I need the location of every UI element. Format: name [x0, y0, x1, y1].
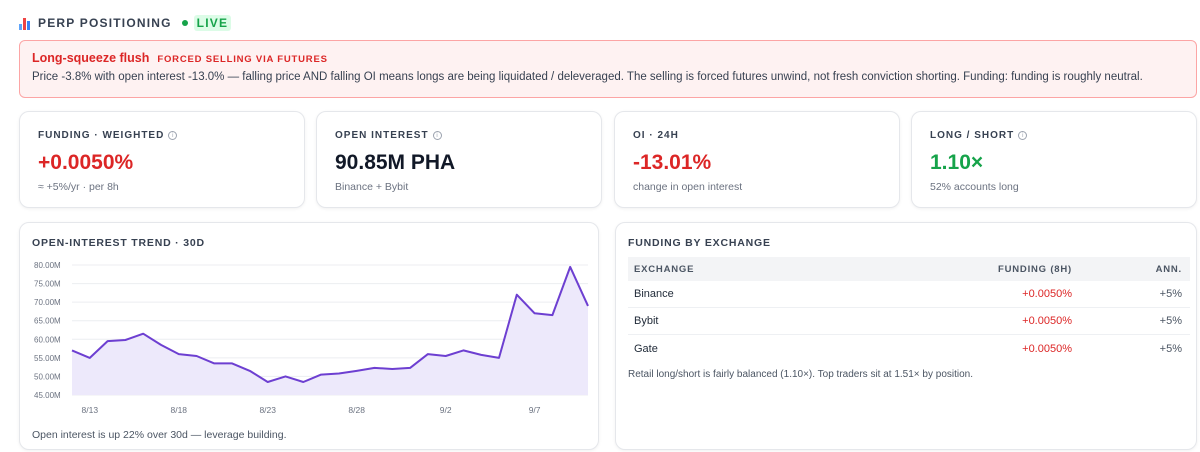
kpi-card-oi-24h: OI · 24H -13.01% change in open interest	[614, 111, 900, 208]
y-tick-label: 50.00M	[34, 372, 61, 381]
y-tick-label: 65.00M	[34, 317, 61, 326]
live-dot-icon	[181, 20, 188, 26]
retail-note: Retail long/short is fairly balanced (1.…	[628, 369, 974, 380]
oi-trend-chart: 80.00M 75.00M 70.00M 65.00M 60.00M 55.00M 50.0…	[34, 261, 589, 415]
x-tick-label: 8/28	[348, 405, 365, 415]
kpi-label: LONG / SHORT	[930, 130, 1015, 141]
exchange-cell: Gate	[634, 342, 658, 355]
kpi-value: 90.85M PHA	[335, 151, 456, 174]
chart-note: Open interest is up 22% over 30d — lever…	[32, 429, 287, 441]
oi-area-fill	[72, 266, 588, 395]
info-icon[interactable]: i	[432, 131, 442, 140]
kpi-value: -13.01%	[633, 151, 712, 174]
x-tick-label: 9/7	[529, 405, 541, 415]
signal-alert: Long-squeeze flush FORCED SELLING VIA FU…	[19, 40, 1197, 98]
y-tick-label: 70.00M	[34, 298, 61, 307]
oi-series-line	[71, 265, 589, 383]
ann-cell: +5%	[1159, 342, 1182, 355]
info-icon[interactable]: i	[168, 131, 178, 140]
live-badge: LIVE	[193, 15, 232, 31]
x-tick-label: 8/23	[259, 405, 276, 415]
column-header-ann: ANN.	[1155, 263, 1182, 275]
table-header: EXCHANGE FUNDING (8H) ANN.	[628, 257, 1190, 281]
panel-title: FUNDING BY EXCHANGE	[628, 237, 771, 249]
kpi-subtext: ≈ +5%/yr · per 8h	[38, 181, 119, 193]
oi-trend-panel: OPEN-INTEREST TREND · 30D 80.00M 75.00M 70…	[19, 222, 599, 450]
table-row: Binance +0.0050% +5%	[628, 281, 1190, 308]
ann-cell: +5%	[1159, 288, 1182, 300]
y-tick-label: 55.00M	[34, 354, 61, 363]
kpi-card-open-interest: OPEN INTEREST i 90.85M PHA Binance + Bybi…	[316, 111, 602, 208]
x-tick-label: 8/13	[82, 405, 99, 415]
ann-cell: +5%	[1159, 315, 1182, 327]
funding-cell: +0.0050%	[1022, 288, 1072, 300]
y-tick-label: 45.00M	[34, 391, 61, 400]
kpi-subtext: Binance + Bybit	[335, 181, 409, 193]
kpi-card-long-short: LONG / SHORT i 1.10× 52% accounts long	[911, 111, 1197, 208]
alert-body: Price -3.8% with open interest -13.0% — …	[32, 71, 1143, 83]
x-tick-label: 9/2	[440, 405, 452, 415]
kpi-label: OI · 24H	[633, 130, 679, 141]
alert-tag: FORCED SELLING VIA FUTURES	[157, 54, 328, 65]
kpi-value: +0.0050%	[38, 151, 134, 174]
y-tick-label: 60.00M	[34, 335, 61, 344]
y-tick-label: 75.00M	[34, 280, 61, 289]
column-header-funding: FUNDING (8H)	[998, 263, 1072, 275]
kpi-subtext: change in open interest	[633, 181, 743, 193]
funding-cell: +0.0050%	[1022, 342, 1072, 355]
funding-cell: +0.0050%	[1022, 315, 1072, 327]
x-tick-label: 8/18	[170, 405, 187, 415]
info-icon[interactable]: i	[1018, 131, 1028, 140]
bar-chart-icon	[19, 17, 32, 30]
kpi-label: OPEN INTEREST	[335, 130, 429, 141]
panel-title: OPEN-INTEREST TREND · 30D	[32, 237, 205, 249]
y-tick-label: 80.00M	[34, 261, 61, 270]
kpi-label: FUNDING · WEIGHTED	[38, 130, 165, 141]
kpi-card-funding: FUNDING · WEIGHTED i +0.0050% ≈ +5%/yr · …	[19, 111, 305, 208]
funding-by-exchange-panel: FUNDING BY EXCHANGE EXCHANGE FUNDING (8H…	[615, 222, 1197, 450]
exchange-cell: Binance	[634, 288, 674, 300]
table-row: Bybit +0.0050% +5%	[628, 308, 1190, 335]
section-header: PERP POSITIONING LIVE	[19, 14, 232, 32]
exchange-cell: Bybit	[634, 315, 659, 327]
alert-title: Long-squeeze flush	[32, 51, 150, 65]
column-header-exchange: EXCHANGE	[634, 263, 695, 275]
kpi-subtext: 52% accounts long	[930, 181, 1019, 193]
kpi-value: 1.10×	[930, 151, 984, 174]
funding-table: EXCHANGE FUNDING (8H) ANN. Binance +0.00…	[628, 257, 1190, 362]
section-title: PERP POSITIONING	[38, 16, 172, 30]
table-row: Gate +0.0050% +5%	[628, 335, 1190, 362]
